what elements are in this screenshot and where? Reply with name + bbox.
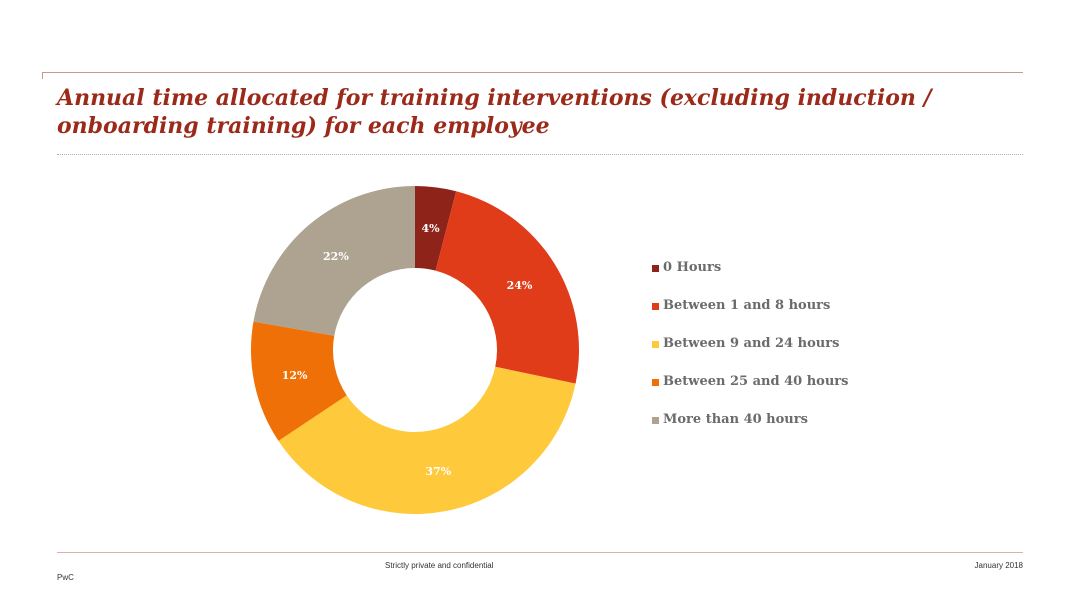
data-label: 12% (282, 369, 308, 382)
legend-swatch (652, 265, 659, 272)
footer-confidential: Strictly private and confidential (385, 561, 494, 570)
donut-slice (251, 321, 347, 441)
footer-date: January 2018 (974, 561, 1023, 570)
data-label: 4% (422, 222, 441, 235)
legend-label: More than 40 hours (663, 412, 808, 427)
donut-slice (278, 366, 576, 514)
legend-swatch (652, 341, 659, 348)
title-divider (57, 154, 1023, 155)
legend-swatch (652, 417, 659, 424)
legend-label: Between 1 and 8 hours (663, 298, 831, 313)
top-rule (42, 72, 1023, 73)
legend-item: Between 1 and 8 hours (652, 298, 848, 336)
legend-label: Between 25 and 40 hours (663, 374, 849, 389)
legend-swatch (652, 379, 659, 386)
legend-label: Between 9 and 24 hours (663, 336, 840, 351)
top-rule-tick (42, 72, 43, 79)
legend-item: Between 25 and 40 hours (652, 374, 848, 412)
donut-data-labels: 4% 24% 37% 12% 22% (282, 222, 533, 478)
footer-brand: PwC (57, 573, 74, 582)
legend-item: More than 40 hours (652, 412, 848, 450)
donut-slices (251, 186, 579, 514)
data-label: 22% (323, 250, 349, 263)
footer-rule (57, 552, 1023, 553)
donut-slice (253, 186, 415, 336)
chart-legend: 0 Hours Between 1 and 8 hours Between 9 an… (652, 260, 848, 450)
legend-swatch (652, 303, 659, 310)
legend-item: 0 Hours (652, 260, 848, 298)
slide-title: Annual time allocated for training inter… (57, 85, 932, 139)
legend-label: 0 Hours (663, 260, 722, 275)
data-label: 24% (507, 279, 533, 292)
data-label: 37% (425, 465, 451, 478)
legend-item: Between 9 and 24 hours (652, 336, 848, 374)
donut-slice (435, 191, 579, 384)
donut-slice (415, 186, 457, 271)
